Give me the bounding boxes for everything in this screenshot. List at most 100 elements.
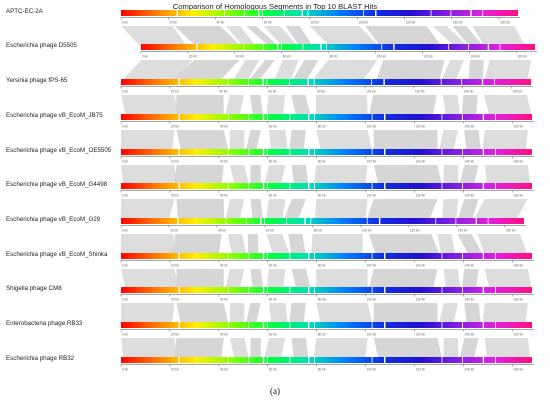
genome-gap <box>393 44 395 50</box>
genome-gap <box>308 149 310 155</box>
tick-label: 20 kb <box>171 333 179 337</box>
tick-label: 100 kb <box>367 194 377 198</box>
homology-band <box>291 165 309 186</box>
homology-band <box>250 199 263 221</box>
homology-band <box>366 199 438 221</box>
homology-band <box>171 60 240 82</box>
homology-band <box>484 269 532 290</box>
genome-label: Escherichia phage vB_EcoM_G29 <box>6 216 101 223</box>
tick-label: 60 kb <box>266 229 274 233</box>
genome-gap <box>314 322 315 328</box>
genome-gap <box>245 218 247 224</box>
tick-label: 80 kb <box>330 55 338 59</box>
genome-gap <box>308 357 310 363</box>
genome-gap <box>371 253 373 259</box>
homology-band <box>310 60 378 82</box>
genome-gap <box>441 357 443 363</box>
tick-label: 140 kb <box>458 229 468 233</box>
homology-band <box>283 199 306 221</box>
homology-band <box>121 269 180 290</box>
genome-gap <box>178 357 180 363</box>
genome-gap <box>286 218 288 224</box>
homology-band <box>225 199 245 221</box>
homology-band <box>373 303 438 325</box>
homology-band <box>368 234 440 256</box>
genome-gap <box>262 287 265 293</box>
genome-gap <box>371 79 372 85</box>
homology-band <box>266 234 291 256</box>
genome-gap <box>308 114 310 120</box>
genome-gap <box>430 10 432 16</box>
homology-band <box>288 234 306 256</box>
genome-gap <box>178 322 180 328</box>
genome-gap <box>178 183 180 189</box>
genome-gap <box>371 322 373 328</box>
genome-gap <box>266 287 268 293</box>
genome-gap <box>371 149 373 155</box>
genome-gap <box>262 357 265 363</box>
homology-band <box>247 60 275 82</box>
genome-gap <box>375 10 377 16</box>
homology-band <box>266 95 285 117</box>
genome-gap <box>448 44 450 50</box>
tick-label: 60 kb <box>269 160 277 164</box>
tick-label: 140 kb <box>465 368 475 372</box>
homology-band <box>483 60 532 82</box>
homology-band <box>457 234 484 256</box>
tick-label: 160 kb <box>513 333 523 337</box>
homology-band <box>245 303 261 325</box>
tick-label: 20 kb <box>171 368 179 372</box>
tick-label: 20 kb <box>171 264 179 268</box>
homology-band <box>442 199 459 221</box>
tick-label: 40 kb <box>220 264 228 268</box>
homology-band <box>468 60 484 82</box>
tick-label: 140 kb <box>453 21 463 25</box>
genome-gap <box>227 287 229 293</box>
genome-gap <box>248 287 250 293</box>
homology-band <box>289 130 306 152</box>
tick-label: 60 kb <box>269 125 277 129</box>
tick-label: 40 kb <box>220 298 228 302</box>
tick-label: 40 kb <box>236 55 244 59</box>
homology-band <box>121 60 193 82</box>
genome-label: Escherichia phage vB_EcoM_G4498 <box>6 181 108 188</box>
genome-gap <box>482 114 485 120</box>
genome-gap <box>470 10 472 16</box>
genome-label: Yersinia phage fPS-65 <box>6 77 68 84</box>
genome-gap <box>243 44 245 50</box>
genome-bar <box>121 79 531 85</box>
tick-label: 60 kb <box>269 368 277 372</box>
genome-gap <box>266 183 268 189</box>
genome-gap <box>461 79 463 85</box>
genome-gap <box>266 149 268 155</box>
genome-label: Shigella phage CM8 <box>6 285 62 292</box>
homology-band <box>311 234 363 256</box>
tick-label: 140 kb <box>465 125 475 129</box>
homology-band <box>483 95 532 117</box>
homology-band <box>291 269 311 290</box>
genome-gap <box>495 183 496 189</box>
genome-gap <box>262 79 264 85</box>
genome-gap <box>289 253 291 259</box>
tick-label: 120 kb <box>416 264 426 268</box>
genome-gap <box>289 287 291 293</box>
homology-band <box>121 26 188 47</box>
tick-label: 160 kb <box>506 229 516 233</box>
genome-gap <box>289 79 290 85</box>
tick-label: 0 kb <box>142 55 148 59</box>
homology-band <box>229 165 250 186</box>
homology-band <box>373 130 438 152</box>
homology-band <box>171 234 222 256</box>
genome-gap <box>384 149 386 155</box>
homology-band <box>263 26 299 47</box>
homology-band <box>373 338 443 360</box>
homology-band <box>472 199 528 221</box>
homology-band <box>121 165 177 186</box>
genome-gap <box>308 183 310 189</box>
genome-gap <box>462 253 463 259</box>
homology-band <box>484 338 531 360</box>
tick-label: 40 kb <box>217 21 225 25</box>
tick-label: 120 kb <box>406 21 416 25</box>
genome-gap <box>475 218 478 224</box>
tick-label: 120 kb <box>423 55 433 59</box>
